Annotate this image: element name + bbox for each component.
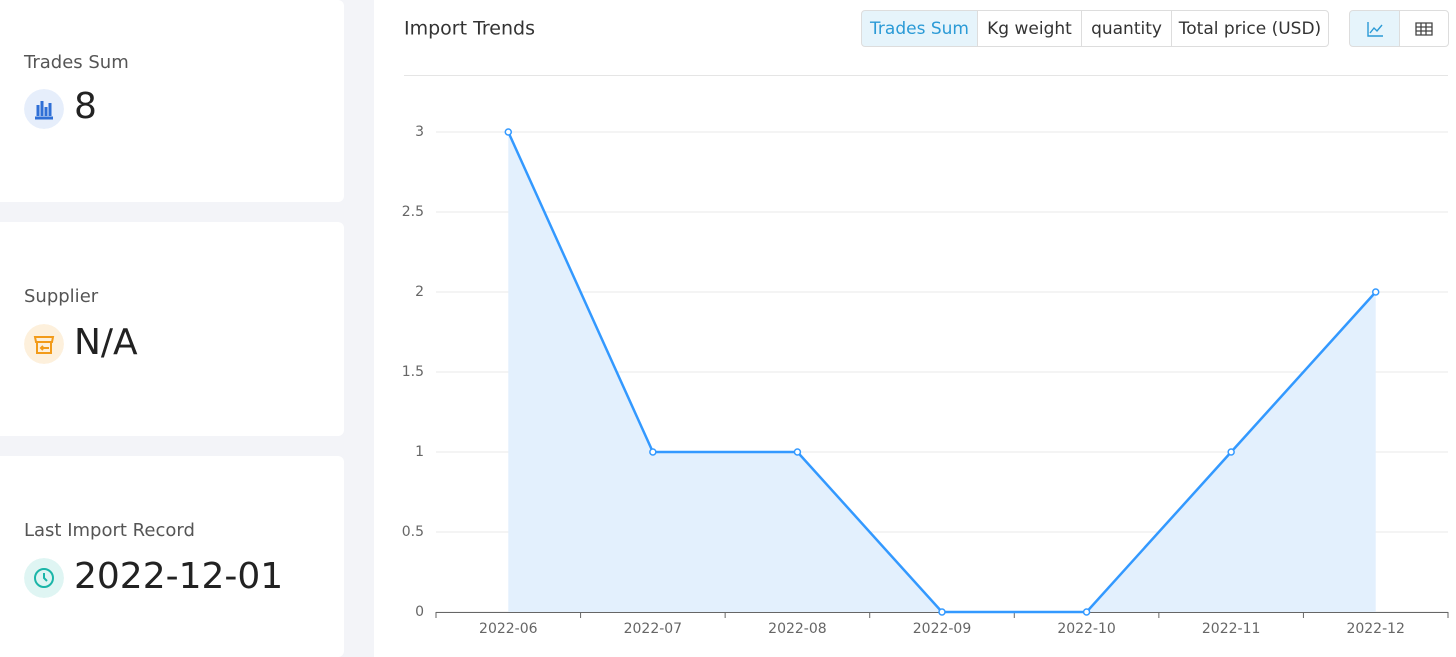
- stat-card: Trades Sum 8: [0, 0, 344, 202]
- y-tick-label: 3: [415, 124, 424, 140]
- stat-card: Supplier N/A: [0, 222, 344, 436]
- x-tick-label: 2022-07: [624, 621, 683, 637]
- card-label: Supplier: [24, 286, 99, 307]
- card-label: Trades Sum: [24, 52, 129, 73]
- point: [504, 128, 513, 136]
- point: [1082, 608, 1091, 616]
- tab[interactable]: Total price (USD): [1171, 10, 1329, 47]
- table-view-button[interactable]: [1399, 10, 1449, 47]
- x-tick-label: 2022-09: [913, 621, 972, 637]
- card-value: N/A: [74, 322, 138, 363]
- y-tick-label: 2.5: [402, 204, 424, 220]
- tab[interactable]: quantity: [1081, 10, 1172, 47]
- icon: [24, 324, 64, 364]
- x-tick-label: 2022-10: [1057, 621, 1116, 637]
- area: [508, 132, 1376, 612]
- point: [1227, 448, 1235, 456]
- x-tick-label: 2022-12: [1346, 621, 1405, 637]
- card-value: 8: [74, 86, 97, 127]
- icon: [24, 558, 64, 598]
- chart: Import Trends 0 0.5 1 1.5 2 2.5 3 2022-06 2022-0…: [402, 18, 1449, 637]
- y-tick-label: 2: [415, 284, 424, 300]
- stat-card: Last Import Record 2022-12-01: [0, 456, 344, 657]
- point: [938, 608, 946, 616]
- x-tick-label: 2022-11: [1202, 621, 1261, 637]
- y-tick-label: 1.5: [402, 364, 424, 380]
- chart-panel: Trades Sum Kg weight quantity Total pric…: [374, 0, 1456, 657]
- point: [793, 448, 802, 456]
- card-value: 2022-12-01: [74, 556, 284, 597]
- x-tick-label: 2022-08: [768, 621, 827, 637]
- y-tick-label: 1: [415, 444, 424, 460]
- y-tick-label: 0.5: [402, 524, 424, 540]
- point: [1371, 288, 1380, 296]
- x-tick-label: 2022-06: [479, 621, 538, 637]
- icon: [24, 89, 64, 129]
- y-tick-label: 0: [415, 604, 424, 620]
- point: [649, 448, 657, 456]
- card-label: Last Import Record: [24, 520, 195, 541]
- chart-title: Import Trends: [404, 18, 535, 40]
- tab[interactable]: Trades Sum: [861, 10, 978, 47]
